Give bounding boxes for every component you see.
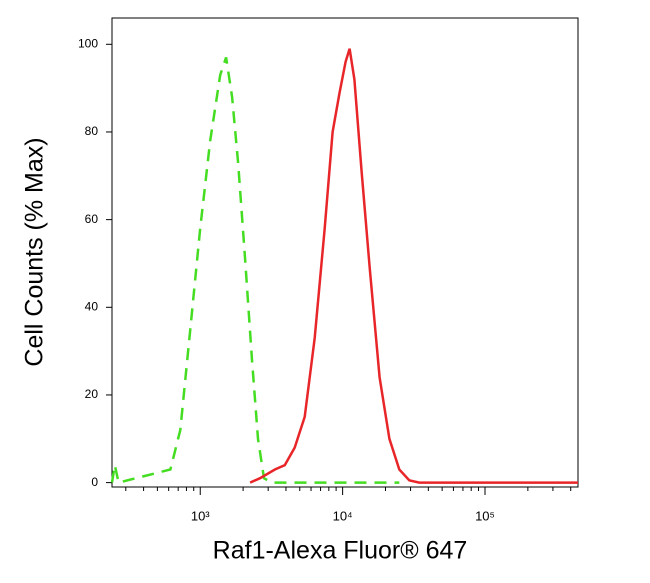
- plot-frame: [111, 17, 579, 488]
- y-tick-label: 20: [85, 387, 99, 401]
- series-line: [110, 57, 400, 485]
- y-tick-label: 0: [91, 475, 98, 489]
- y-tick-label: 80: [85, 124, 99, 138]
- y-tick-label: 100: [78, 36, 98, 50]
- x-tick-label: 10⁴: [333, 508, 353, 523]
- y-tick-label: 60: [85, 212, 99, 226]
- x-tick-label: 10⁵: [475, 508, 495, 523]
- y-tick-label: 40: [85, 299, 99, 313]
- series-line: [249, 48, 578, 484]
- x-tick-label: 10³: [191, 508, 210, 523]
- y-axis-label: Cell Counts (% Max): [21, 137, 49, 366]
- x-axis-label: Raf1-Alexa Fluor® 647: [213, 537, 468, 565]
